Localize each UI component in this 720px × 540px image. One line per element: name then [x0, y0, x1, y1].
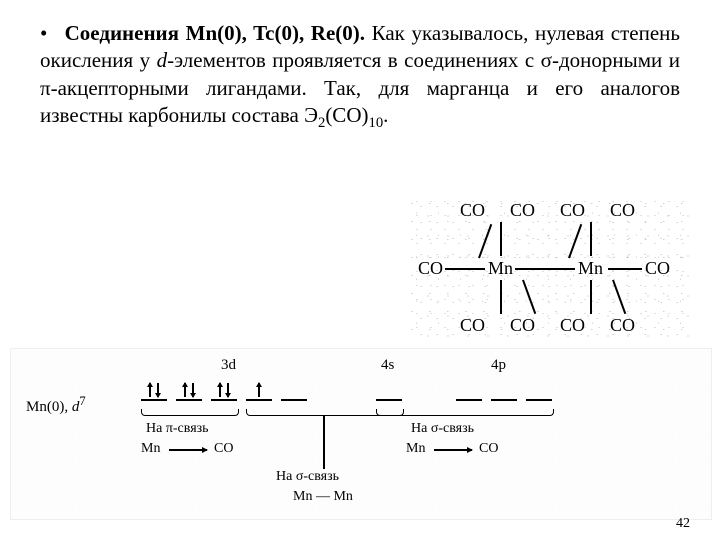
mol-co-bot-1: CO — [460, 315, 485, 336]
mol-co-top-3: CO — [560, 200, 585, 221]
species-text: Mn(0), — [26, 399, 68, 415]
e-2d — [192, 383, 194, 397]
species-label: Mn(0), d7 — [26, 394, 86, 416]
bond-h1 — [445, 268, 485, 270]
config-sup: 7 — [79, 394, 85, 408]
p-level-2 — [491, 399, 517, 401]
d-level-3 — [211, 399, 237, 401]
bond-v2 — [500, 280, 502, 314]
brace-mnmn-label: На σ-связь — [276, 469, 339, 485]
brace-pi-arrow — [169, 449, 207, 451]
main-paragraph: • Соединения Mn(0), Tc(0), Re(0). Как ук… — [40, 20, 680, 133]
e-1u — [149, 383, 151, 397]
mol-co-top-1: CO — [460, 200, 485, 221]
brace-sigma-mn: Mn — [406, 441, 425, 457]
s-level — [376, 399, 402, 401]
bond-mn-mn — [515, 268, 575, 270]
mol-mn-2: Mn — [578, 258, 603, 279]
bullet-marker: • — [40, 20, 58, 47]
brace-sigma — [376, 409, 554, 416]
brace-sigma-arrow — [434, 449, 472, 451]
d-level-5 — [281, 399, 307, 401]
d-level-4 — [246, 399, 272, 401]
sub-10: 10 — [368, 115, 383, 131]
p-level-1 — [456, 399, 482, 401]
brace-sigma-co: CO — [479, 441, 498, 457]
orbital-noise-bg — [11, 349, 711, 519]
bond-h2 — [608, 268, 642, 270]
para-body-4: . — [383, 103, 388, 127]
mol-co-right: CO — [645, 258, 670, 279]
e-2u — [184, 383, 186, 397]
para-body-3: (CO) — [325, 103, 368, 127]
heading-bold: Соединения Mn(0), Tc(0), Re(0). — [65, 21, 365, 45]
label-3d: 3d — [221, 357, 236, 374]
bond-v4 — [590, 280, 592, 314]
mol-co-top-2: CO — [510, 200, 535, 221]
brace-pi-label: На π-связь — [146, 421, 209, 437]
brace-mnmn-bot: Mn — Mn — [293, 489, 353, 505]
d-level-2 — [176, 399, 202, 401]
brace-pi-co: CO — [214, 441, 233, 457]
d-italic: d — [157, 48, 168, 72]
e-3d — [227, 383, 229, 397]
bond-v3 — [590, 222, 592, 256]
mol-co-bot-4: CO — [610, 315, 635, 336]
mol-co-top-4: CO — [610, 200, 635, 221]
mol-mn-1: Mn — [488, 258, 513, 279]
mol-co-bot-3: CO — [560, 315, 585, 336]
mol-co-bot-2: CO — [510, 315, 535, 336]
brace-mnmn-stem — [323, 415, 325, 469]
molecule-diagram: CO CO CO CO CO Mn Mn CO CO CO CO CO — [410, 200, 690, 340]
p-level-3 — [526, 399, 552, 401]
orbital-diagram: Mn(0), d7 3d 4s 4p На π-связь Mn CO — [10, 348, 712, 520]
mol-co-left: CO — [418, 258, 443, 279]
e-4u — [258, 383, 260, 397]
brace-pi — [141, 409, 239, 416]
e-1d — [157, 383, 159, 397]
label-4p: 4p — [491, 357, 506, 374]
bond-v1 — [500, 222, 502, 256]
e-3u — [219, 383, 221, 397]
d-level-1 — [141, 399, 167, 401]
brace-pi-mn: Mn — [141, 441, 160, 457]
brace-sigma-label: На σ-связь — [411, 421, 474, 437]
page-number: 42 — [676, 516, 690, 532]
label-4s: 4s — [381, 357, 394, 374]
